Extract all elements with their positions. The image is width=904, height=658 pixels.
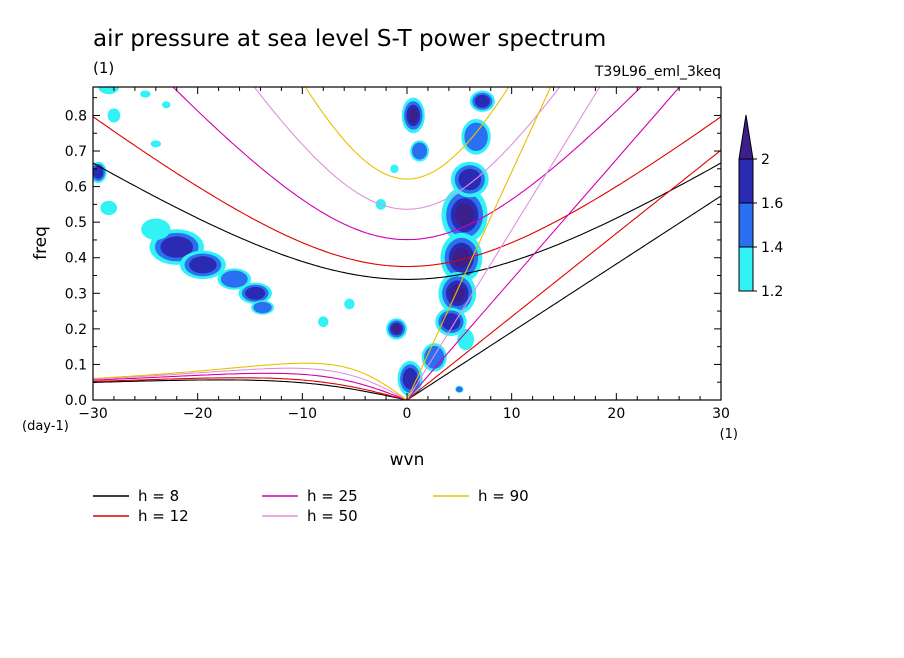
x-axis-label: wvn bbox=[390, 450, 425, 470]
gravity-curve-h90 bbox=[304, 87, 510, 180]
y-axis-label: freq bbox=[31, 226, 51, 260]
kelvin-curve-h8 bbox=[406, 195, 721, 400]
colorbar: 1.2 1.4 1.6 2 bbox=[738, 114, 783, 300]
colorbar-label: 1.4 bbox=[761, 240, 783, 256]
contour-patch bbox=[253, 301, 272, 314]
contour-patch bbox=[220, 270, 248, 288]
axes: −30 −20 −10 0 10 20 30 0.0 0.1 0.2 0.3 0.4 0.5 0.6 0.7… bbox=[65, 87, 730, 422]
colorbar-segment bbox=[738, 246, 754, 292]
gravity-curve-h50 bbox=[253, 87, 561, 210]
kelvin-curve-h50 bbox=[406, 87, 601, 400]
y-tick-label: 0.8 bbox=[65, 108, 87, 124]
legend: h = 8 h = 12 h = 25 h = 50 h = 90 bbox=[93, 487, 529, 525]
gravity-curve-h12 bbox=[93, 116, 721, 268]
contour-patch bbox=[344, 298, 355, 310]
colorbar-label: 2 bbox=[761, 152, 770, 168]
rossby-curve-h12 bbox=[93, 377, 408, 400]
x-tick-label: 20 bbox=[607, 406, 625, 422]
x-tick-label: −20 bbox=[183, 406, 213, 422]
contour-patch bbox=[100, 200, 118, 216]
legend-label: h = 90 bbox=[478, 487, 529, 505]
y-tick-label: 0.2 bbox=[65, 322, 87, 338]
contour-patch bbox=[390, 164, 399, 174]
y-tick-label: 0.5 bbox=[65, 215, 87, 231]
x-tick-label: 10 bbox=[503, 406, 521, 422]
colorbar-label: 1.2 bbox=[761, 284, 783, 300]
kelvin-curve-h25 bbox=[406, 87, 681, 400]
legend-label: h = 25 bbox=[307, 487, 358, 505]
rossby-curve-h8 bbox=[93, 379, 408, 400]
contour-patch bbox=[441, 313, 461, 331]
y-tick-label: 0.3 bbox=[65, 286, 87, 302]
x-axis-unit: (1) bbox=[720, 427, 738, 442]
x-tick-label: 0 bbox=[403, 406, 412, 422]
contour-patch bbox=[449, 284, 465, 302]
rossby-curve-h25 bbox=[93, 372, 408, 400]
x-tick-label: 30 bbox=[712, 406, 730, 422]
y-tick-label: 0.4 bbox=[65, 251, 87, 267]
kelvin-curve-h90 bbox=[406, 87, 552, 400]
contour-patch bbox=[464, 122, 488, 152]
contour-patch bbox=[162, 101, 171, 109]
colorbar-label: 1.6 bbox=[761, 196, 783, 212]
legend-label: h = 50 bbox=[307, 507, 358, 525]
contour-patch bbox=[453, 247, 470, 268]
colorbar-extension bbox=[738, 114, 754, 160]
chart-title: air pressure at sea level S-T power spec… bbox=[93, 26, 606, 52]
contour-patch bbox=[392, 324, 401, 334]
gravity-curve-h25 bbox=[172, 87, 642, 241]
contour-patch bbox=[140, 90, 151, 98]
contour-patch bbox=[141, 218, 171, 240]
x-tick-label: −30 bbox=[78, 406, 108, 422]
gravity-curve-h8 bbox=[93, 162, 721, 280]
dispersion-curves bbox=[93, 87, 721, 400]
y-tick-label: 0.1 bbox=[65, 357, 87, 373]
contour-patch bbox=[408, 108, 418, 123]
kelvin-curve-h12 bbox=[406, 149, 721, 400]
y-tick-label: 0.6 bbox=[65, 180, 87, 196]
contour-patch bbox=[160, 236, 194, 258]
contour-patch bbox=[318, 316, 329, 328]
contour-patch bbox=[458, 168, 482, 191]
contour-patch bbox=[150, 140, 162, 148]
y-tick-label: 0.7 bbox=[65, 144, 87, 160]
legend-label: h = 8 bbox=[138, 487, 179, 505]
chart-subtitle-right: T39L96_eml_3keq bbox=[594, 64, 721, 80]
contour-patch bbox=[424, 345, 445, 369]
contour-patch bbox=[107, 108, 121, 123]
colorbar-segment bbox=[738, 202, 754, 248]
contour-patch bbox=[412, 142, 428, 160]
x-tick-label: −10 bbox=[288, 406, 318, 422]
rossby-curve-h50 bbox=[93, 367, 408, 400]
y-axis-unit: (day-1) bbox=[22, 419, 69, 434]
rossby-curve-h90 bbox=[93, 362, 408, 400]
contour-patch bbox=[455, 203, 474, 227]
contour-patch bbox=[457, 328, 474, 351]
colorbar-segment bbox=[738, 158, 754, 204]
contour-patch bbox=[245, 286, 266, 300]
contour-patch bbox=[474, 94, 490, 108]
chart-subtitle-left: (1) bbox=[93, 59, 114, 77]
contour-patch bbox=[189, 256, 217, 274]
legend-label: h = 12 bbox=[138, 507, 189, 525]
y-tick-label: 0.0 bbox=[65, 393, 87, 409]
contour-fills bbox=[93, 87, 495, 397]
contour-patch bbox=[455, 386, 463, 393]
